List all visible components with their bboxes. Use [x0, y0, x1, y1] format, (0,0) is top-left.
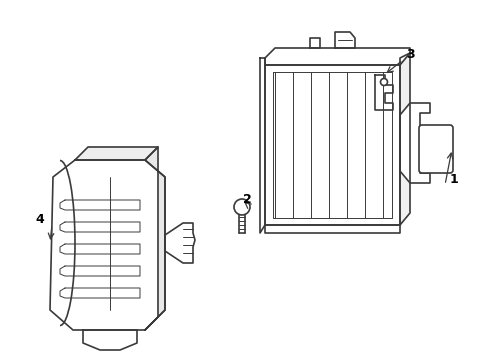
Text: 3: 3: [406, 48, 415, 61]
Polygon shape: [265, 65, 400, 225]
Polygon shape: [400, 53, 410, 225]
Polygon shape: [310, 38, 320, 48]
Text: 1: 1: [450, 173, 459, 186]
Polygon shape: [265, 48, 410, 65]
Polygon shape: [145, 147, 165, 330]
Polygon shape: [165, 223, 195, 263]
Polygon shape: [335, 32, 355, 48]
Polygon shape: [265, 225, 400, 233]
FancyBboxPatch shape: [419, 125, 453, 173]
Polygon shape: [83, 330, 137, 350]
Polygon shape: [50, 160, 165, 330]
Polygon shape: [75, 147, 158, 160]
Circle shape: [234, 199, 250, 215]
Text: 4: 4: [35, 213, 44, 226]
Polygon shape: [400, 103, 430, 183]
Text: 2: 2: [243, 193, 252, 206]
Circle shape: [381, 78, 388, 86]
Polygon shape: [375, 75, 393, 110]
